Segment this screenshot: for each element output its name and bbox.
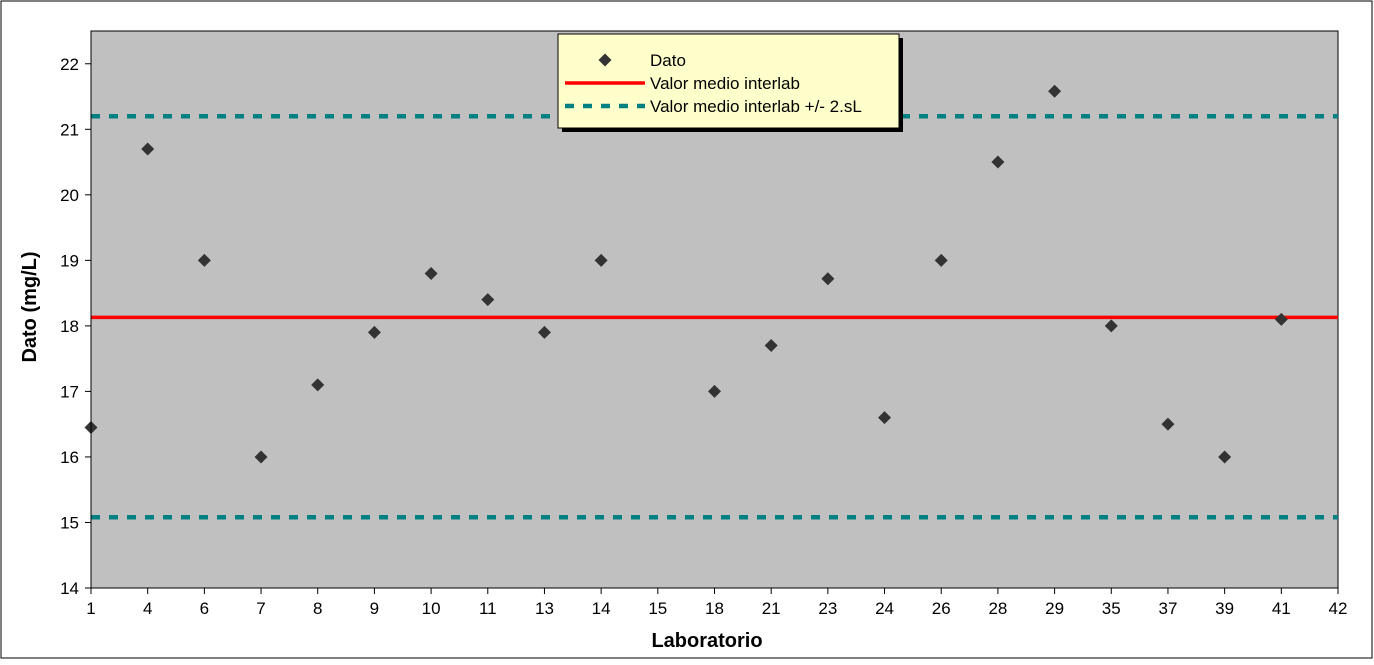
- x-tick-label: 24: [875, 599, 894, 618]
- x-tick-label: 35: [1102, 599, 1121, 618]
- data-point: [141, 142, 155, 156]
- x-axis-title: Laboratorio: [651, 630, 762, 652]
- x-tick-label: 21: [762, 599, 781, 618]
- data-point: [878, 411, 892, 425]
- x-tick-label: 10: [422, 599, 441, 618]
- data-points: [84, 84, 1288, 464]
- x-tick-label: 1: [86, 599, 95, 618]
- y-tick-label: 19: [60, 251, 79, 270]
- y-tick-label: 15: [60, 513, 79, 532]
- legend-label: Dato: [650, 51, 686, 70]
- y-tick-label: 14: [60, 579, 79, 598]
- legend-shadow-right: [899, 38, 903, 132]
- x-tick-label: 28: [988, 599, 1007, 618]
- data-point: [1048, 84, 1062, 98]
- x-tick-label: 23: [818, 599, 837, 618]
- reference-lines: [91, 113, 1338, 520]
- x-tick-label: 14: [592, 599, 611, 618]
- data-point: [367, 325, 381, 339]
- data-point: [1218, 450, 1232, 464]
- x-tick-label: 37: [1158, 599, 1177, 618]
- x-tick-label: 7: [256, 599, 265, 618]
- data-point: [1161, 417, 1175, 431]
- x-tick-label: 8: [313, 599, 322, 618]
- data-point: [1274, 312, 1288, 326]
- y-tick-label: 20: [60, 186, 79, 205]
- data-point: [537, 325, 551, 339]
- y-tick-label: 18: [60, 317, 79, 336]
- legend-box: [557, 33, 900, 129]
- x-tick-label: 41: [1272, 599, 1291, 618]
- legend-shadow-bottom: [562, 128, 903, 132]
- data-point: [821, 272, 835, 286]
- x-tick-label: 42: [1329, 599, 1348, 618]
- data-point: [708, 384, 721, 398]
- x-tick-label: 39: [1215, 599, 1234, 618]
- data-point: [197, 253, 211, 267]
- y-tick-label: 16: [60, 448, 79, 467]
- x-tick-label: 13: [535, 599, 554, 618]
- x-tick-label: 26: [932, 599, 951, 618]
- x-tick-label: 11: [479, 599, 497, 618]
- data-point: [481, 293, 495, 307]
- x-tick-label: 29: [1045, 599, 1064, 618]
- data-point: [934, 253, 948, 267]
- data-point: [1104, 319, 1118, 333]
- x-tick-label: 15: [648, 599, 667, 618]
- legend-marker-dato: [598, 53, 612, 67]
- data-point: [764, 339, 778, 353]
- data-point: [991, 155, 1005, 169]
- data-point: [254, 450, 268, 464]
- legend-label: Valor medio interlab +/- 2.sL: [650, 97, 862, 116]
- data-point: [311, 378, 325, 392]
- data-point: [594, 253, 608, 267]
- legend: Dato Valor medio interlab Valor medio inte…: [557, 33, 903, 132]
- legend-label: Valor medio interlab: [650, 74, 800, 93]
- data-point: [424, 266, 438, 280]
- x-tick-label: 18: [705, 599, 724, 618]
- y-tick-label: 17: [60, 382, 79, 401]
- y-tick-label: 22: [60, 55, 79, 74]
- x-tick-label: 9: [370, 599, 379, 618]
- y-tick-label: 21: [60, 120, 79, 139]
- x-tick-label: 4: [143, 599, 152, 618]
- y-axis-title: Dato (mg/L): [19, 251, 41, 362]
- x-tick-label: 6: [200, 599, 209, 618]
